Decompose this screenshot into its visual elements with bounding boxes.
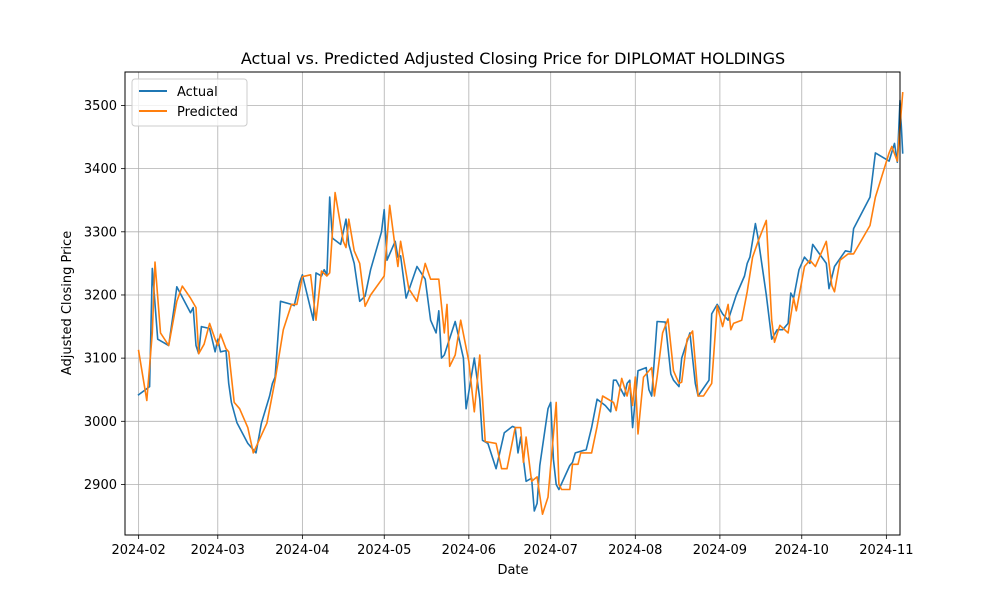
x-tick-label: 2024-04: [275, 543, 329, 558]
plot-area-frame: [124, 71, 901, 536]
x-tick-label: 2024-08: [608, 543, 662, 558]
x-tick-label: 2024-06: [442, 543, 496, 558]
y-tick-label: 3400: [84, 162, 117, 177]
x-axis-ticks: 2024-02 2024-03 2024-04 2024-05 2024-06 2024-…: [111, 535, 914, 558]
x-tick-label: 2024-05: [357, 543, 411, 558]
horizontal-gridlines: [125, 105, 900, 485]
vertical-gridlines: [138, 72, 887, 535]
y-tick-label: 3000: [84, 415, 117, 430]
legend: Actual Predicted: [131, 78, 248, 127]
x-tick-label: 2024-10: [775, 543, 829, 558]
y-axis-ticks: 2900 3000 3100 3200 3300 3400 3500: [84, 99, 125, 493]
chart-title: Actual vs. Predicted Adjusted Closing Pr…: [241, 49, 785, 68]
y-tick-label: 3500: [84, 99, 117, 114]
y-tick-label: 3300: [84, 225, 117, 240]
x-tick-label: 2024-07: [524, 543, 578, 558]
y-tick-label: 3100: [84, 352, 117, 367]
legend-label-actual: Actual: [177, 85, 218, 100]
x-tick-label: 2024-11: [859, 543, 913, 558]
x-axis-title: Date: [497, 563, 528, 578]
legend-label-predicted: Predicted: [177, 105, 238, 120]
y-axis-title: Adjusted Closing Price: [60, 231, 75, 375]
series-layer: [137, 91, 904, 516]
x-tick-label: 2024-03: [191, 543, 245, 558]
y-tick-label: 3200: [84, 288, 117, 303]
x-tick-label: 2024-02: [111, 543, 165, 558]
x-tick-label: 2024-09: [693, 543, 747, 558]
y-tick-label: 2900: [84, 478, 117, 493]
series-line-predicted: [137, 91, 904, 516]
